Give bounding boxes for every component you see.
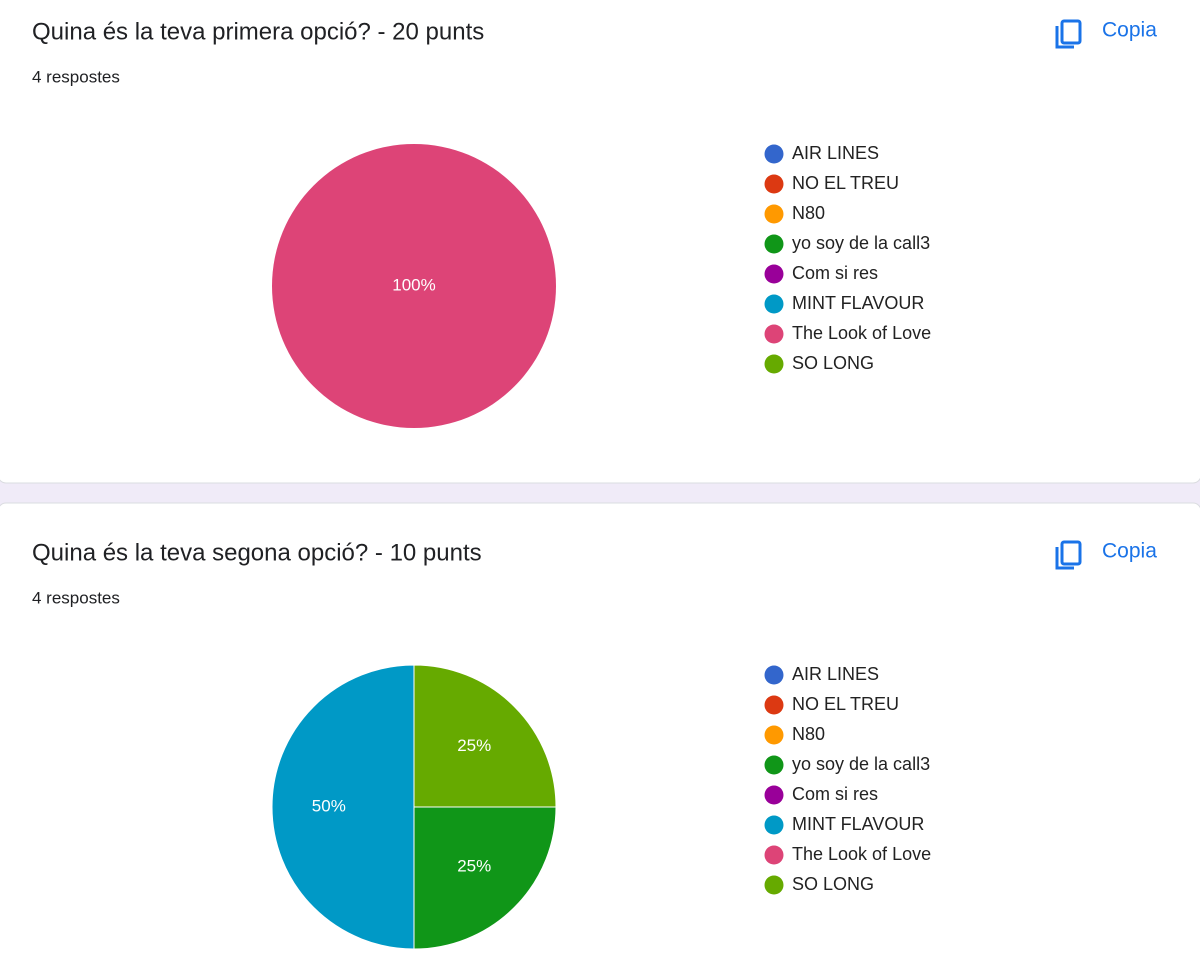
legend-label: Com si res xyxy=(792,263,878,283)
legend-swatch xyxy=(764,234,784,254)
legend-label: N80 xyxy=(792,724,825,744)
legend-swatch xyxy=(764,845,784,865)
response-count: 4 respostes xyxy=(32,67,120,86)
pie-slice xyxy=(413,806,557,950)
question-title: Quina és la teva primera opció? - 20 pun… xyxy=(32,18,484,45)
legend-label: NO EL TREU xyxy=(792,173,899,193)
legend-swatch xyxy=(764,815,784,835)
pie-slice xyxy=(413,664,557,808)
copy-icon xyxy=(1055,547,1074,570)
copy-button[interactable]: Copia xyxy=(1055,540,1157,570)
copy-label: Copia xyxy=(1102,540,1157,563)
legend-label: N80 xyxy=(792,203,825,223)
legend-swatch xyxy=(764,264,784,284)
copy-icon xyxy=(1060,19,1082,45)
legend-swatch xyxy=(764,324,784,344)
legend-label: The Look of Love xyxy=(792,323,931,343)
legend-label: Com si res xyxy=(792,784,878,804)
slice-label: 25% xyxy=(457,736,491,755)
legend-swatch xyxy=(764,354,784,374)
legend-label: The Look of Love xyxy=(792,844,931,864)
copy-icon xyxy=(1055,26,1074,49)
question-title: Quina és la teva segona opció? - 10 punt… xyxy=(32,539,482,566)
legend-label: NO EL TREU xyxy=(792,694,899,714)
legend-swatch xyxy=(764,875,784,895)
legend-label: yo soy de la call3 xyxy=(792,754,930,774)
legend-label: SO LONG xyxy=(792,353,874,373)
legend-label: AIR LINES xyxy=(792,664,879,684)
card xyxy=(0,502,1200,964)
copy-label: Copia xyxy=(1102,19,1157,42)
card xyxy=(0,0,1200,484)
legend-swatch xyxy=(764,785,784,805)
legend-label: SO LONG xyxy=(792,874,874,894)
slice-label: 25% xyxy=(457,857,491,876)
slice-label: 50% xyxy=(312,796,346,815)
legend-swatch xyxy=(764,725,784,745)
legend-swatch xyxy=(764,755,784,775)
legend-swatch xyxy=(764,204,784,224)
copy-icon xyxy=(1060,540,1082,566)
legend-label: MINT FLAVOUR xyxy=(792,814,924,834)
legend-swatch xyxy=(764,665,784,685)
legend-label: AIR LINES xyxy=(792,143,879,163)
pie-slice xyxy=(272,144,556,428)
pie-slice xyxy=(271,664,415,950)
legend-label: MINT FLAVOUR xyxy=(792,293,924,313)
legend-swatch xyxy=(764,144,784,164)
copy-button[interactable]: Copia xyxy=(1055,19,1157,49)
legend-swatch xyxy=(764,695,784,715)
response-count: 4 respostes xyxy=(32,588,120,607)
slice-label: 100% xyxy=(392,275,435,294)
legend-swatch xyxy=(764,294,784,314)
legend-swatch xyxy=(764,174,784,194)
legend-label: yo soy de la call3 xyxy=(792,233,930,253)
